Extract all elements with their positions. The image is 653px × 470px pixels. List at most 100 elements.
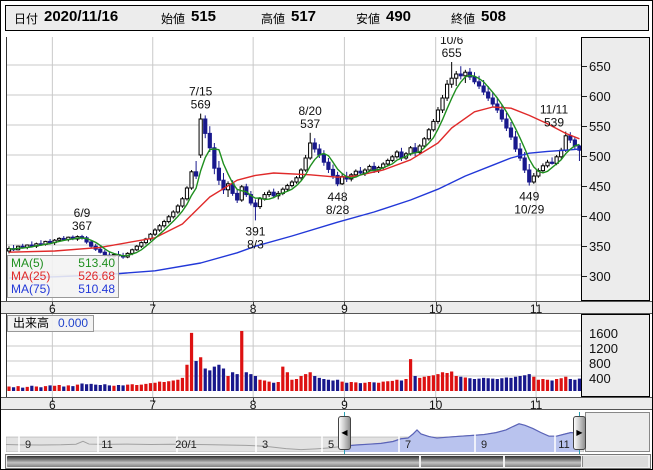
volume-bar[interactable] bbox=[413, 376, 417, 391]
volume-bar[interactable] bbox=[500, 378, 504, 391]
volume-bar[interactable] bbox=[504, 377, 509, 392]
candle[interactable] bbox=[545, 159, 550, 168]
candle[interactable] bbox=[458, 66, 463, 80]
volume-bar[interactable] bbox=[313, 376, 317, 391]
volume-bar[interactable] bbox=[372, 382, 376, 391]
volume-bar[interactable] bbox=[472, 379, 477, 391]
volume-bar[interactable] bbox=[495, 379, 499, 391]
candle[interactable] bbox=[253, 199, 258, 221]
volume-bar[interactable] bbox=[358, 383, 362, 391]
volume-bar[interactable] bbox=[518, 376, 522, 391]
volume-bar[interactable] bbox=[294, 379, 299, 391]
volume-bar[interactable] bbox=[84, 384, 89, 391]
volume-bar[interactable] bbox=[116, 385, 121, 391]
volume-bar[interactable] bbox=[16, 386, 20, 391]
volume-bar[interactable] bbox=[194, 361, 198, 391]
volume-bar[interactable] bbox=[527, 374, 531, 391]
volume-bar[interactable] bbox=[573, 379, 577, 391]
volume-bar[interactable] bbox=[491, 378, 495, 391]
candle[interactable] bbox=[189, 170, 194, 190]
volume-bar[interactable] bbox=[454, 376, 458, 391]
volume-bar[interactable] bbox=[167, 381, 171, 391]
candle[interactable] bbox=[289, 180, 295, 188]
volume-bar[interactable] bbox=[153, 382, 157, 391]
candle[interactable] bbox=[472, 72, 477, 85]
volume-bar[interactable] bbox=[212, 366, 216, 391]
volume-bar[interactable] bbox=[390, 380, 394, 391]
candle[interactable] bbox=[216, 161, 222, 185]
volume-bar[interactable] bbox=[349, 382, 353, 391]
volume-bar[interactable] bbox=[253, 376, 258, 391]
volume-bar[interactable] bbox=[217, 364, 221, 391]
volume-bar[interactable] bbox=[157, 381, 162, 391]
candle[interactable] bbox=[221, 173, 226, 194]
candle[interactable] bbox=[157, 224, 162, 232]
candle[interactable] bbox=[166, 215, 171, 224]
range-navigator[interactable]: 9 11 20/1 3 5 7 9 11 bbox=[6, 414, 584, 452]
volume-bar[interactable] bbox=[340, 381, 344, 391]
volume-bar[interactable] bbox=[244, 372, 248, 391]
scrollbar-thumb[interactable] bbox=[7, 456, 581, 467]
volume-bar[interactable] bbox=[226, 376, 230, 391]
volume-bar[interactable] bbox=[577, 378, 581, 391]
candle[interactable] bbox=[449, 62, 454, 88]
volume-bar[interactable] bbox=[144, 383, 148, 391]
volume-bar[interactable] bbox=[440, 372, 445, 391]
candle[interactable] bbox=[531, 173, 536, 184]
candle[interactable] bbox=[89, 240, 94, 248]
candle[interactable] bbox=[549, 157, 555, 165]
volume-bar[interactable] bbox=[354, 382, 358, 391]
volume-bar[interactable] bbox=[62, 386, 66, 392]
scrollbar-track[interactable] bbox=[5, 454, 651, 469]
volume-bar[interactable] bbox=[541, 379, 545, 391]
volume-bar[interactable] bbox=[468, 378, 472, 391]
volume-bar[interactable] bbox=[66, 385, 70, 391]
candle[interactable] bbox=[180, 197, 185, 208]
volume-bar[interactable] bbox=[75, 384, 80, 391]
volume-bar[interactable] bbox=[221, 368, 226, 392]
volume-bar[interactable] bbox=[335, 379, 340, 391]
candle[interactable] bbox=[444, 80, 450, 101]
candle[interactable] bbox=[207, 126, 212, 152]
volume-bar[interactable] bbox=[80, 383, 84, 392]
candle[interactable] bbox=[508, 122, 514, 140]
candle[interactable] bbox=[417, 144, 422, 155]
volume-bar[interactable] bbox=[445, 373, 449, 391]
volume-bar[interactable] bbox=[299, 376, 303, 391]
volume-bar[interactable] bbox=[290, 379, 294, 391]
volume-bar[interactable] bbox=[367, 382, 372, 391]
volume-bar[interactable] bbox=[550, 380, 554, 392]
candle[interactable] bbox=[308, 132, 313, 160]
volume-bar[interactable] bbox=[395, 379, 399, 391]
candle[interactable] bbox=[271, 188, 276, 199]
volume-bar[interactable] bbox=[189, 332, 194, 391]
candle[interactable] bbox=[431, 119, 436, 132]
volume-bar[interactable] bbox=[267, 381, 271, 391]
candle[interactable] bbox=[422, 137, 427, 148]
volume-bar[interactable] bbox=[21, 387, 25, 391]
volume-bar[interactable] bbox=[231, 372, 235, 391]
candle[interactable] bbox=[440, 95, 445, 113]
volume-bar[interactable] bbox=[431, 375, 436, 391]
volume-bar[interactable] bbox=[545, 379, 550, 391]
volume-bar[interactable] bbox=[272, 382, 276, 391]
candle[interactable] bbox=[152, 228, 158, 236]
candle[interactable] bbox=[175, 204, 180, 214]
volume-bar[interactable] bbox=[523, 375, 527, 391]
candle[interactable] bbox=[522, 152, 527, 173]
candle[interactable] bbox=[326, 158, 331, 173]
volume-bar[interactable] bbox=[7, 386, 11, 392]
volume-bar[interactable] bbox=[418, 377, 422, 391]
candle[interactable] bbox=[303, 155, 308, 172]
volume-bar[interactable] bbox=[363, 382, 367, 391]
volume-bar[interactable] bbox=[25, 386, 29, 391]
candle[interactable] bbox=[203, 115, 208, 139]
volume-bar[interactable] bbox=[249, 374, 253, 391]
scrollbar-side-segment[interactable] bbox=[582, 456, 648, 467]
volume-bar[interactable] bbox=[308, 372, 312, 391]
candle[interactable] bbox=[490, 92, 495, 107]
candle[interactable] bbox=[513, 131, 518, 152]
navigator-left-handle[interactable]: ◀ bbox=[338, 416, 351, 450]
volume-bar[interactable] bbox=[30, 385, 34, 391]
candle[interactable] bbox=[426, 128, 431, 141]
